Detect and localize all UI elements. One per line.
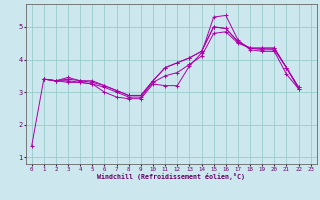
X-axis label: Windchill (Refroidissement éolien,°C): Windchill (Refroidissement éolien,°C) <box>97 173 245 180</box>
